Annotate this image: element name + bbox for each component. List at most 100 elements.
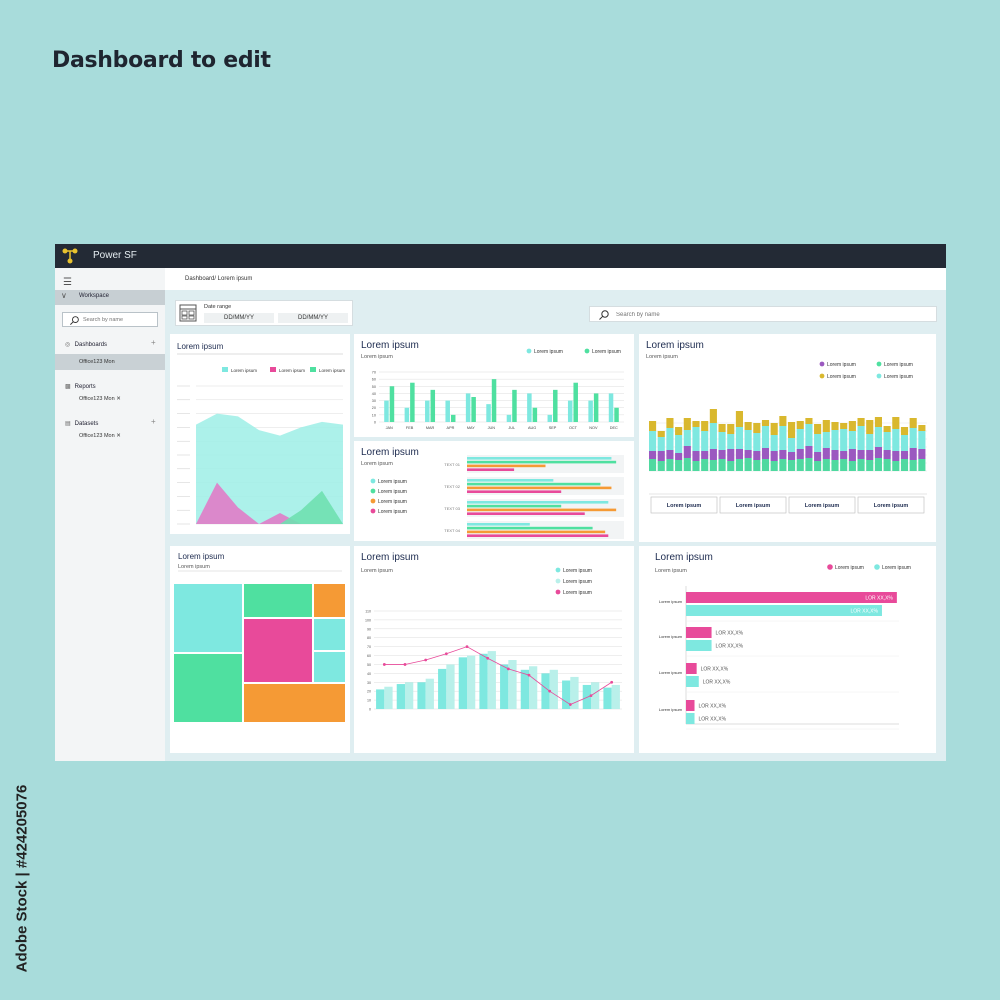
y-tick-label: 10	[372, 413, 376, 417]
bar	[593, 393, 599, 422]
stacked-bar	[649, 431, 657, 451]
date-range-picker[interactable]: Date range DD/MM/YY DD/MM/YY	[175, 300, 353, 326]
summary-box	[650, 496, 718, 514]
line-point	[382, 663, 386, 666]
legend-label: Lorem ipsum	[378, 479, 407, 485]
bar	[686, 592, 897, 603]
stacked-bar	[779, 426, 787, 450]
card-subtitle: Lorem ipsum	[646, 354, 678, 360]
stacked-bar	[831, 460, 839, 471]
add-dataset-icon[interactable]: +	[151, 417, 156, 426]
line-point	[486, 656, 490, 660]
data-label: LOR XX,X%	[716, 631, 744, 637]
stock-id-watermark: Adobe Stock | #424205076	[13, 784, 31, 973]
x-tick-label: AUG	[528, 426, 536, 430]
stacked-bar	[692, 427, 700, 451]
card-title: Lorem ipsum	[361, 447, 419, 458]
x-tick-label: NOV	[589, 426, 598, 430]
stacked-bar	[883, 432, 891, 450]
bar	[467, 504, 562, 508]
dataset-icon: ▤	[65, 421, 71, 427]
sidebar-item-datasets[interactable]: ▤ Datasets	[65, 421, 99, 427]
card-title: Lorem ipsum	[177, 342, 224, 351]
legend-dot	[370, 508, 376, 514]
bar	[487, 651, 496, 709]
bar	[438, 668, 447, 709]
card-subtitle: Lorem ipsum	[178, 564, 210, 570]
dataset-item[interactable]: Office123 Mon ✕	[79, 433, 121, 439]
column-chart-card: Lorem ipsum Lorem ipsum Lorem ipsum Lorem…	[354, 334, 634, 437]
stacked-bar	[918, 431, 926, 449]
compare-bars-card: Lorem ipsum Lorem ipsum Lorem ipsum Lorem…	[639, 546, 936, 753]
card-title: Lorem ipsum	[646, 340, 704, 351]
stacked-bar	[805, 424, 813, 446]
bar	[529, 666, 538, 709]
summary-label: Lorem ipsum	[667, 503, 702, 509]
breadcrumb[interactable]: Dashboard/ Lorem ipsum	[185, 276, 253, 282]
calendar-icon	[179, 304, 197, 322]
bar	[467, 464, 546, 468]
legend-label: Lorem ipsum	[319, 368, 345, 373]
y-tick-label: 30	[372, 399, 376, 403]
data-label: LOR XX,X%	[701, 667, 729, 673]
bar	[465, 393, 471, 422]
legend-dot	[876, 373, 882, 379]
legend-label: Lorem ipsum	[534, 349, 563, 355]
sidebar-item-dashboards[interactable]: ◎ Dashboards	[65, 342, 108, 348]
line-point	[403, 663, 407, 666]
stacked-bar	[753, 433, 761, 451]
bar	[467, 526, 593, 530]
stacked-bar	[822, 459, 830, 471]
bar	[467, 534, 609, 537]
bar	[430, 389, 436, 422]
legend-swatch	[310, 367, 316, 372]
legend-label: Lorem ipsum	[884, 374, 913, 380]
y-tick-label: 80	[367, 636, 371, 640]
main-search-input[interactable]	[616, 310, 916, 319]
stacked-bar	[709, 449, 717, 460]
stacked-bar	[831, 430, 839, 450]
stacked-bar	[900, 435, 909, 451]
treemap-tile	[314, 652, 345, 682]
summary-label: Lorem ipsum	[805, 503, 840, 509]
stacked-bar	[779, 459, 787, 471]
treemap-tile	[314, 584, 345, 617]
bar	[425, 678, 434, 709]
card-subtitle: Lorem ipsum	[655, 568, 687, 574]
close-icon[interactable]: ✕	[116, 396, 121, 402]
bar	[467, 460, 617, 464]
app-window: Power SF ☰ ∨ Workspace ◎ Dashboards + Of…	[55, 244, 946, 761]
bar	[582, 684, 591, 709]
stacked-bar	[848, 461, 856, 471]
bar	[573, 382, 578, 422]
report-item[interactable]: Office123 Mon ✕	[79, 396, 121, 402]
date-to-field[interactable]: DD/MM/YY	[278, 313, 348, 323]
stacked-bar	[805, 446, 813, 458]
stacked-bar	[649, 421, 657, 431]
y-tick-label: 30	[367, 681, 371, 685]
line-point	[548, 689, 552, 693]
sidebar-search[interactable]	[62, 312, 158, 327]
main-search[interactable]	[589, 306, 937, 322]
hamburger-icon[interactable]: ☰	[63, 277, 72, 288]
bar	[686, 640, 712, 651]
sidebar-search-input[interactable]	[83, 315, 155, 325]
stacked-bar	[918, 459, 926, 471]
stacked-bar	[883, 459, 891, 471]
stacked-bar	[718, 424, 726, 432]
stacked-bar	[788, 460, 796, 471]
date-from-field[interactable]: DD/MM/YY	[204, 313, 274, 323]
stacked-bar	[770, 451, 778, 461]
add-dashboard-icon[interactable]: +	[151, 338, 156, 347]
close-icon[interactable]: ✕	[116, 433, 121, 439]
legend-label: Lorem ipsum	[835, 565, 864, 571]
bar	[467, 655, 476, 709]
stacked-bar	[744, 458, 752, 471]
stacked-bar	[918, 425, 926, 431]
sidebar-item-dashboard-office[interactable]	[55, 354, 165, 370]
combo-chart-card: Lorem ipsum Lorem ipsum Lorem ipsum Lorem…	[354, 546, 634, 753]
workspace-toggle[interactable]: ∨ Workspace	[55, 290, 165, 305]
sidebar-item-reports[interactable]: ▩ Reports	[65, 384, 96, 390]
legend-label: Lorem ipsum	[882, 565, 911, 571]
legend-dot	[526, 348, 532, 354]
